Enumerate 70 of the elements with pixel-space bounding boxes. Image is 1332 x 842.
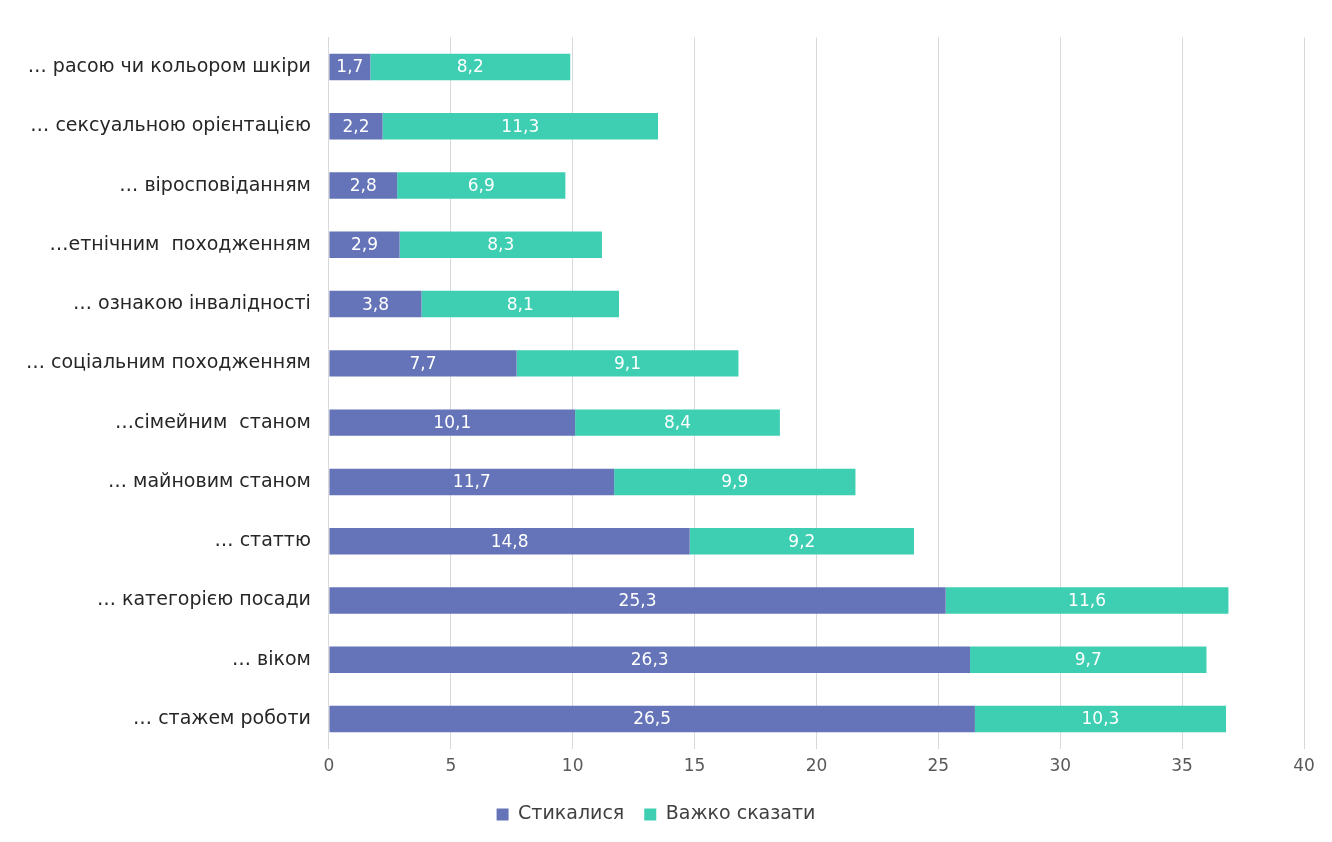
bar bbox=[382, 113, 659, 140]
x-tick-label: 0 bbox=[323, 755, 335, 776]
data-label: 10,3 bbox=[1081, 708, 1120, 729]
data-label: 14,8 bbox=[490, 530, 529, 551]
bar bbox=[974, 705, 1226, 733]
y-tick-label: … майновим станом bbox=[108, 468, 311, 491]
y-tick-label: … віком bbox=[231, 646, 311, 669]
data-label: 8,2 bbox=[456, 56, 484, 77]
bar bbox=[329, 350, 517, 377]
bar bbox=[397, 172, 566, 199]
bar bbox=[575, 409, 780, 436]
data-label: 2,2 bbox=[342, 115, 370, 136]
bar bbox=[421, 290, 619, 318]
data-label: 2,8 bbox=[349, 174, 377, 195]
x-tick-label: 10 bbox=[561, 755, 584, 776]
data-label: 8,3 bbox=[487, 234, 515, 255]
y-tick-label: … расою чи кольором шкіри bbox=[27, 53, 311, 76]
y-tick-label: …сімейним станом bbox=[115, 409, 311, 432]
y-tick-label: …етнічним походженням bbox=[49, 231, 311, 254]
data-label: 1,7 bbox=[336, 56, 364, 77]
bar bbox=[329, 113, 383, 140]
data-label: 11,3 bbox=[501, 115, 540, 136]
data-label: 26,3 bbox=[630, 649, 669, 670]
bar bbox=[689, 527, 914, 555]
bar bbox=[614, 468, 856, 496]
data-label: 8,1 bbox=[506, 293, 534, 314]
data-label: 11,6 bbox=[1068, 589, 1106, 610]
bar bbox=[399, 231, 602, 259]
data-label: 26,5 bbox=[633, 708, 672, 729]
x-tick-label: 20 bbox=[805, 755, 828, 776]
data-label: 9,9 bbox=[721, 471, 749, 492]
y-tick-label: … стажем роботи bbox=[133, 705, 311, 728]
y-tick-label: … сексуальною орієнтацією bbox=[30, 113, 311, 136]
bar bbox=[370, 53, 571, 81]
data-label: 10,1 bbox=[433, 412, 472, 433]
x-tick-label: 25 bbox=[927, 755, 950, 776]
legend-label: Стикалися bbox=[518, 801, 625, 824]
data-label: 8,4 bbox=[663, 412, 692, 433]
x-tick-label: 35 bbox=[1171, 755, 1193, 776]
bar bbox=[329, 527, 690, 555]
data-label: 6,9 bbox=[467, 174, 495, 195]
data-label: 11,7 bbox=[452, 471, 491, 492]
bar bbox=[329, 172, 398, 199]
bar bbox=[945, 587, 1229, 614]
bar bbox=[516, 350, 739, 377]
y-tick-label: … категорією посади bbox=[96, 587, 311, 610]
x-tick-label: 30 bbox=[1049, 755, 1072, 776]
data-label: 9,1 bbox=[614, 352, 642, 373]
x-tick-label: 5 bbox=[445, 755, 457, 776]
bar bbox=[329, 231, 400, 259]
data-label: 3,8 bbox=[361, 293, 390, 314]
bar bbox=[329, 409, 576, 436]
y-tick-label: … віросповіданням bbox=[119, 172, 311, 195]
legend-label: Важко сказати bbox=[665, 801, 816, 824]
bar bbox=[329, 468, 615, 496]
y-tick-label: … статтю bbox=[214, 528, 311, 551]
bar bbox=[329, 646, 971, 673]
data-label: 9,2 bbox=[788, 530, 816, 551]
x-tick-label: 15 bbox=[683, 755, 706, 776]
y-tick-label: … соціальним походженням bbox=[25, 350, 311, 373]
bar bbox=[329, 705, 975, 733]
data-label: 2,9 bbox=[350, 234, 379, 255]
data-label: 9,7 bbox=[1074, 649, 1102, 670]
x-tick-label: 40 bbox=[1293, 755, 1315, 776]
bar bbox=[329, 290, 422, 318]
bar bbox=[970, 646, 1207, 673]
data-label: 25,3 bbox=[618, 589, 657, 610]
data-label: 7,7 bbox=[409, 352, 437, 373]
bar bbox=[329, 587, 946, 614]
y-tick-label: … ознакою інвалідності bbox=[72, 291, 311, 314]
